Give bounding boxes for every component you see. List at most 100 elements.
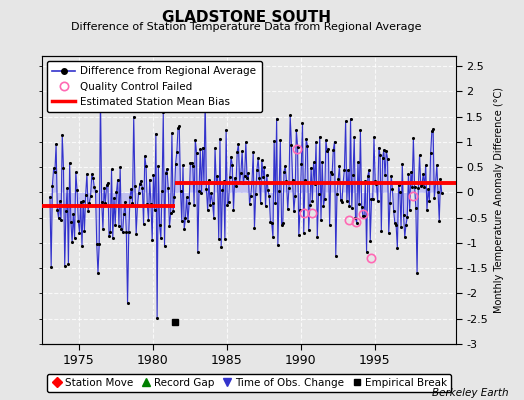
Point — [63, 185, 71, 192]
Point — [308, 198, 316, 204]
Point — [238, 148, 246, 155]
Point — [69, 211, 78, 218]
Point — [232, 182, 240, 189]
Point — [325, 222, 334, 228]
Point — [384, 155, 392, 162]
Point — [114, 177, 122, 183]
Point — [254, 155, 263, 162]
Point — [294, 232, 303, 239]
Point — [290, 208, 298, 214]
Point — [282, 178, 291, 184]
Point — [404, 170, 412, 177]
Point — [436, 176, 445, 182]
Point — [199, 144, 207, 151]
Point — [350, 134, 358, 140]
Point — [151, 130, 160, 137]
Point — [217, 244, 225, 250]
Point — [277, 222, 286, 228]
Point — [356, 127, 365, 134]
Point — [302, 136, 310, 142]
Point — [175, 123, 183, 130]
Point — [227, 153, 235, 160]
Point — [57, 217, 65, 224]
Point — [303, 142, 312, 149]
Point — [280, 168, 288, 175]
Point — [382, 148, 390, 154]
Point — [107, 166, 116, 172]
Point — [339, 179, 347, 186]
Point — [234, 141, 243, 147]
Point — [340, 166, 348, 173]
Point — [255, 174, 264, 181]
Point — [283, 206, 292, 213]
Point — [174, 125, 182, 131]
Point — [171, 160, 180, 167]
Point — [115, 223, 123, 229]
Point — [239, 180, 247, 186]
Point — [184, 218, 192, 224]
Y-axis label: Monthly Temperature Anomaly Difference (°C): Monthly Temperature Anomaly Difference (… — [494, 87, 504, 313]
Point — [81, 191, 90, 198]
Point — [93, 241, 101, 248]
Point — [418, 181, 426, 188]
Point — [189, 163, 197, 170]
Point — [123, 300, 132, 306]
Point — [101, 200, 110, 206]
Text: Difference of Station Temperature Data from Regional Average: Difference of Station Temperature Data f… — [71, 22, 421, 32]
Point — [319, 203, 328, 209]
Point — [431, 180, 440, 186]
Point — [117, 226, 126, 233]
Point — [88, 171, 96, 178]
Point — [291, 192, 299, 199]
Point — [344, 167, 352, 174]
Point — [430, 195, 439, 202]
Point — [74, 218, 82, 224]
Point — [315, 134, 324, 140]
Point — [157, 235, 165, 241]
Point — [128, 200, 137, 206]
Point — [267, 220, 276, 226]
Point — [188, 160, 196, 166]
Point — [102, 182, 111, 188]
Point — [360, 212, 368, 219]
Point — [361, 177, 369, 184]
Point — [413, 270, 421, 277]
Point — [206, 202, 214, 208]
Point — [143, 201, 151, 208]
Point — [111, 222, 119, 228]
Point — [62, 207, 70, 214]
Point — [423, 207, 431, 213]
Point — [312, 139, 320, 145]
Point — [226, 174, 234, 180]
Point — [193, 248, 202, 255]
Point — [205, 177, 213, 184]
Point — [85, 200, 94, 206]
Point — [354, 159, 362, 165]
Point — [112, 189, 121, 195]
Point — [127, 186, 135, 192]
Point — [243, 175, 251, 181]
Point — [250, 225, 259, 231]
Point — [364, 173, 372, 179]
Point — [314, 191, 323, 197]
Legend: Station Move, Record Gap, Time of Obs. Change, Empirical Break: Station Move, Record Gap, Time of Obs. C… — [47, 374, 451, 392]
Point — [190, 202, 198, 208]
Point — [266, 219, 275, 225]
Text: GLADSTONE SOUTH: GLADSTONE SOUTH — [162, 10, 331, 25]
Point — [138, 185, 147, 191]
Point — [357, 204, 366, 210]
Point — [56, 198, 64, 204]
Point — [377, 228, 386, 234]
Point — [269, 234, 277, 241]
Point — [365, 167, 373, 173]
Point — [318, 158, 326, 165]
Point — [164, 184, 172, 191]
Point — [419, 170, 428, 177]
Point — [355, 201, 363, 207]
Point — [212, 180, 221, 186]
Point — [154, 162, 162, 169]
Point — [66, 160, 74, 166]
Point — [125, 229, 133, 235]
Point — [342, 118, 350, 124]
Point — [94, 270, 102, 276]
